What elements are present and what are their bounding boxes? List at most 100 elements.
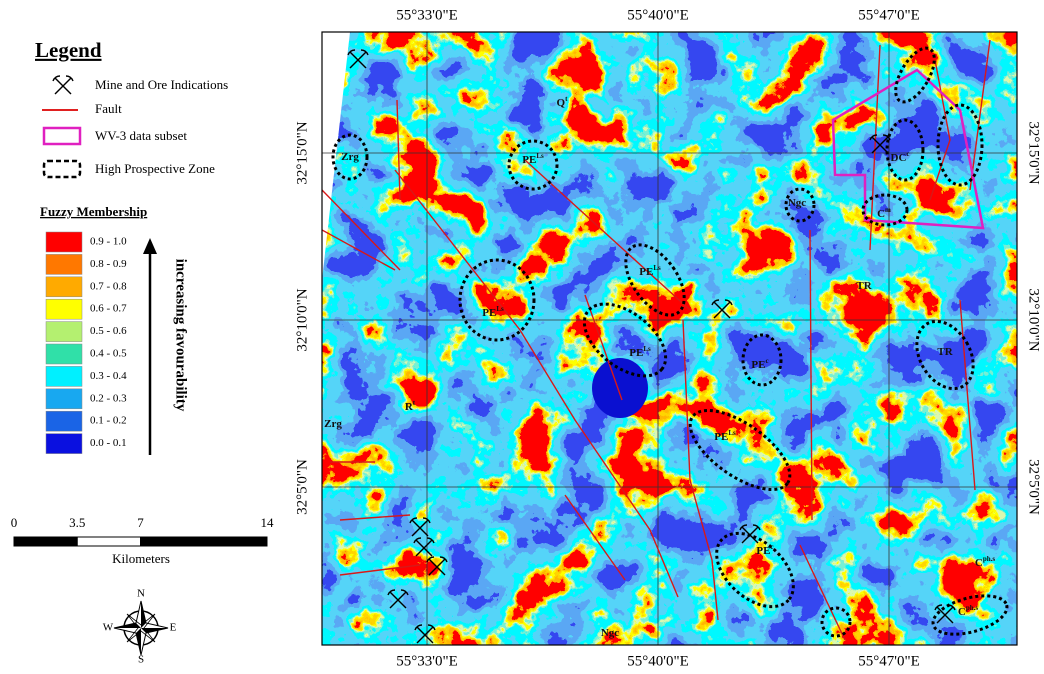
east-label: E: [170, 622, 177, 634]
feature-sup: Ls: [728, 429, 736, 437]
class-label: 0.5 - 0.6: [90, 325, 127, 337]
feature-label: Cm: [877, 206, 891, 220]
compass-diag: [126, 613, 156, 643]
feature-label: Qt: [557, 95, 569, 109]
feature-name: DC: [891, 152, 907, 164]
fault: [584, 294, 623, 401]
scale-segment: [13, 536, 78, 547]
feature-name: TR: [937, 346, 953, 358]
fault: [869, 44, 881, 251]
zone: [885, 118, 925, 182]
fault: [682, 319, 719, 621]
class-swatch: [45, 433, 83, 454]
mine-icon: [52, 75, 74, 95]
wv3-subset: [831, 68, 985, 230]
lon-label: 55°47'0"E: [858, 7, 920, 23]
lat-label: 32°15'0"N: [1026, 121, 1042, 184]
class-swatch: [45, 366, 83, 387]
fuzzy-title: Fuzzy Membership: [40, 204, 147, 219]
fault: [524, 159, 691, 311]
feature-label: PEc: [756, 543, 773, 557]
feature-sup: Ls: [496, 305, 504, 313]
feature-sup: ph.s: [966, 604, 979, 612]
fault: [564, 494, 626, 581]
fault: [339, 514, 411, 521]
feature-name: C: [958, 606, 966, 618]
class-swatch: [45, 298, 83, 320]
subset-icon: [42, 126, 82, 146]
feature-label: PELs: [482, 305, 504, 319]
fault: [394, 169, 679, 598]
zone: [624, 243, 686, 317]
lon-label: 55°40'0"E: [627, 7, 689, 23]
feature-label: TR: [937, 346, 953, 358]
class-swatch: [45, 343, 83, 365]
lat-label: 32°15'0"N: [294, 121, 310, 184]
class-label: 0.6 - 0.7: [90, 303, 127, 315]
lon-label: 55°33'0"E: [396, 653, 458, 669]
fault: [809, 229, 813, 521]
feature-name: PE: [751, 359, 765, 371]
scale-tick-label: 3.5: [69, 515, 85, 530]
faults: [322, 39, 991, 641]
zone: [936, 103, 984, 187]
feature-label: Zrg: [341, 151, 359, 163]
feature-name: PE: [756, 545, 770, 557]
feature-label: Ngc: [601, 627, 619, 639]
compass-star-dark: [114, 601, 168, 655]
feature-sup: t: [413, 399, 416, 407]
feature-sup: t: [565, 95, 568, 103]
scale-segment: [140, 536, 268, 547]
class-swatch: [45, 388, 83, 410]
feature-name: PE: [629, 347, 643, 359]
class-label: 0.4 - 0.5: [90, 348, 127, 360]
fault: [322, 189, 401, 271]
feature-name: Ngc: [788, 197, 806, 209]
feature-sup: ph.s: [983, 555, 996, 563]
fault: [929, 59, 951, 201]
lake: [592, 358, 648, 418]
class-label: 0.0 - 0.1: [90, 437, 127, 449]
feature-sup: c: [770, 543, 773, 551]
zone: [741, 333, 783, 387]
feature-sup: m: [885, 206, 891, 214]
class-swatch: [45, 254, 83, 275]
scale-tick-label: 7: [137, 515, 144, 530]
class-swatch: [45, 410, 83, 432]
favour-label: increasing favourability: [173, 259, 189, 412]
west-label: W: [103, 622, 114, 634]
class-label: 0.2 - 0.3: [90, 392, 127, 404]
scale-tick-label: 0: [11, 515, 18, 530]
fault: [396, 99, 401, 201]
lat-label: 32°10'0"N: [294, 288, 310, 351]
class-swatch: [45, 276, 83, 298]
feature-label: PEc: [751, 357, 768, 371]
feature-name: PE: [714, 431, 728, 443]
zone: [507, 139, 559, 191]
north-arrow: [113, 600, 169, 656]
fault: [959, 299, 976, 491]
lon-label: 55°33'0"E: [396, 7, 458, 23]
feature-label: PELs: [639, 264, 661, 278]
class-label: 0.8 - 0.9: [90, 258, 127, 270]
feature-name: Zrg: [324, 418, 342, 430]
feature-label: PELs: [629, 345, 651, 359]
feature-label: Cph.s: [975, 555, 995, 569]
legend-label: Fault: [95, 101, 122, 116]
fuzzy-classes: 0.9 - 1.0 0.8 - 0.9 0.7 - 0.8 0.6 - 0.7 0.5 …: [45, 231, 127, 454]
map-frame: [321, 31, 1018, 646]
feature-name: C: [877, 208, 885, 220]
feature-sup: c: [765, 357, 768, 365]
feature-name: PE: [482, 307, 496, 319]
legend-label: High Prospective Zone: [95, 161, 215, 176]
feature-sup: Ls: [536, 152, 544, 160]
feature-name: Zrg: [341, 151, 359, 163]
zone: [331, 133, 369, 181]
lat-label: 32°5'0"N: [1026, 459, 1042, 515]
scale-bar: 0 3.5 7 14: [11, 515, 274, 547]
feature-name: C: [975, 557, 983, 569]
fault: [799, 544, 846, 641]
south-label: S: [138, 654, 144, 666]
zone: [458, 258, 536, 342]
